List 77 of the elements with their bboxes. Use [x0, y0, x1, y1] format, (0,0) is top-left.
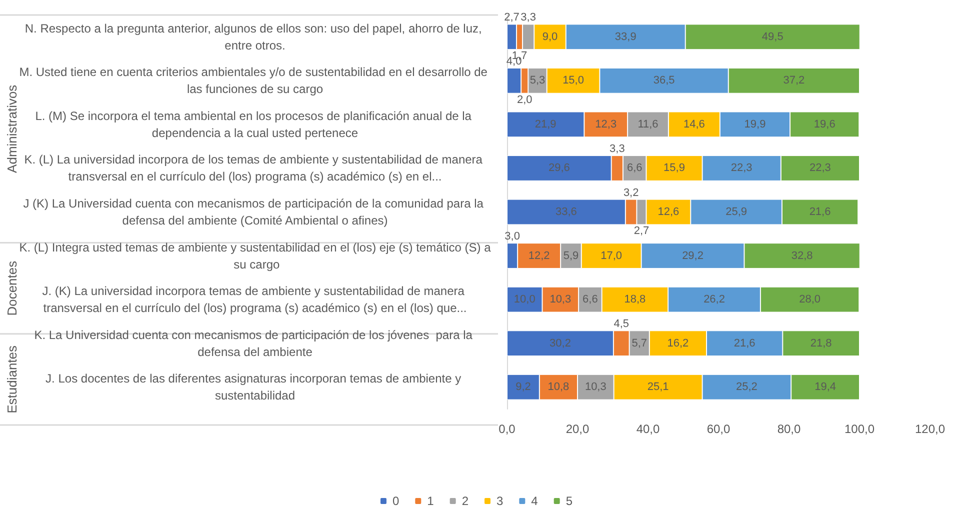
- y-tick-label: N. Respecto a la pregunta anterior, algunos de ellos son: uso del papel, ahorro de luz, entre otros.: [24, 21, 486, 52]
- data-label: 21,6: [734, 337, 756, 350]
- data-label: 22,3: [730, 162, 752, 174]
- legend-label: 3: [496, 494, 504, 508]
- data-label: 12,3: [595, 118, 617, 130]
- text: Docentes: [4, 260, 20, 316]
- data-label: 21,6: [809, 206, 831, 218]
- legend-label: 0: [392, 494, 400, 508]
- data-label: 3,2: [623, 186, 639, 199]
- data-label: 15,0: [562, 74, 584, 87]
- y-tick-label: J. Los docentes de las diferentes asignaturas incorporan temas de ambiente y sustentabilidad: [46, 372, 464, 403]
- data-label: 30,2: [550, 337, 571, 350]
- x-tick-label: 100,0: [844, 422, 875, 436]
- legend-label: 4: [531, 494, 538, 508]
- data-label: 6,6: [582, 294, 598, 306]
- data-label: 15,9: [664, 162, 685, 174]
- data-label: 19,6: [814, 118, 836, 130]
- text: Estudiantes: [4, 344, 20, 414]
- data-label: 37,2: [783, 74, 805, 87]
- data-label: 10,0: [514, 294, 536, 306]
- y-tick-label: J. (K) La universidad incorpora temas de ambiente y sustentabilidad de manera transversal en el currículo del (los) programa (s) académico (s) en el (los) que...: [42, 284, 468, 316]
- data-label: 14,6: [683, 118, 705, 130]
- data-label: 25,2: [736, 381, 758, 394]
- data-label: 9,0: [542, 30, 558, 43]
- data-label: 12,2: [528, 250, 550, 262]
- x-tick-label: 0,0: [498, 422, 516, 436]
- data-label: 17,0: [600, 250, 622, 262]
- y-tick-label: K. (L) Integra usted temas de ambiente y sustentabilidad en el (los) eje (s) temático (S) a su cargo: [19, 240, 492, 272]
- data-label: 21,8: [810, 337, 832, 350]
- data-label: 21,9: [534, 118, 556, 130]
- data-label: 3,3: [610, 143, 625, 156]
- data-label: 5,3: [530, 74, 546, 87]
- data-label: 6,6: [626, 162, 642, 174]
- y-tick-label: J (K) La Universidad cuenta con mecanismos de participación de la comunidad para la defensa del ambiente (Comité Ambiental o afines): [23, 196, 487, 228]
- data-label: 2,7: [504, 12, 520, 24]
- data-label: 10,3: [584, 381, 606, 394]
- data-label: 29,2: [682, 250, 704, 262]
- y-tick-label: K. (L) La universidad incorpora de los temas de ambiente y sustentabilidad de manera transversal en el currículo del (los) programa (s) académico (s) en el...: [24, 152, 486, 184]
- y-tick-label: K. La Universidad cuenta con mecanismos de participación de los jóvenes para la defensa del ambiente: [34, 328, 476, 359]
- x-tick-label: 40,0: [636, 422, 660, 436]
- legend-label: 1: [427, 494, 434, 508]
- data-label: 26,2: [704, 294, 725, 306]
- data-label: 5,9: [563, 250, 579, 262]
- data-label: 32,8: [791, 250, 813, 262]
- y-tick-label: L. (M) Se incorpora el tema ambiental en los procesos de planificación anual de la dependencia a la cual usted pertenece: [35, 108, 475, 140]
- data-label: 36,5: [653, 74, 675, 87]
- data-label: 3,3: [520, 12, 536, 24]
- data-label: 9,2: [516, 381, 531, 394]
- legend-label: 2: [462, 494, 469, 508]
- data-label: 10,8: [548, 381, 570, 394]
- data-label: 2,7: [634, 225, 650, 238]
- data-label: 22,3: [809, 162, 831, 174]
- data-label: 12,6: [658, 206, 680, 218]
- data-label: 19,9: [744, 118, 766, 130]
- x-tick-label: 80,0: [777, 422, 801, 436]
- data-label: 18,8: [624, 294, 646, 306]
- data-label: 11,6: [638, 118, 658, 130]
- data-label: 19,4: [814, 381, 836, 394]
- y-tick-label: M. Usted tiene en cuenta criterios ambientales y/o de sustentabilidad en el desarrollo de las funciones de su cargo: [19, 65, 491, 96]
- data-label: 3,0: [504, 230, 520, 243]
- data-label: 25,1: [647, 381, 669, 394]
- data-label: 5,7: [632, 337, 648, 350]
- data-label: 33,9: [614, 30, 636, 43]
- x-tick-label: 20,0: [566, 422, 590, 436]
- data-label: 29,6: [548, 162, 570, 174]
- data-label: 33,6: [556, 206, 577, 218]
- data-label: 25,9: [726, 206, 748, 218]
- data-label: 49,5: [762, 30, 784, 43]
- data-label: 16,2: [667, 337, 689, 350]
- data-label: 10,3: [550, 294, 572, 306]
- data-label: 28,0: [799, 294, 821, 306]
- data-label: 4,5: [614, 318, 630, 330]
- data-label: 2,0: [516, 94, 532, 106]
- text: Administrativos: [4, 84, 20, 173]
- x-tick-label: 120,0: [914, 422, 946, 436]
- legend-label: 5: [566, 494, 573, 508]
- x-tick-label: 60,0: [706, 422, 730, 436]
